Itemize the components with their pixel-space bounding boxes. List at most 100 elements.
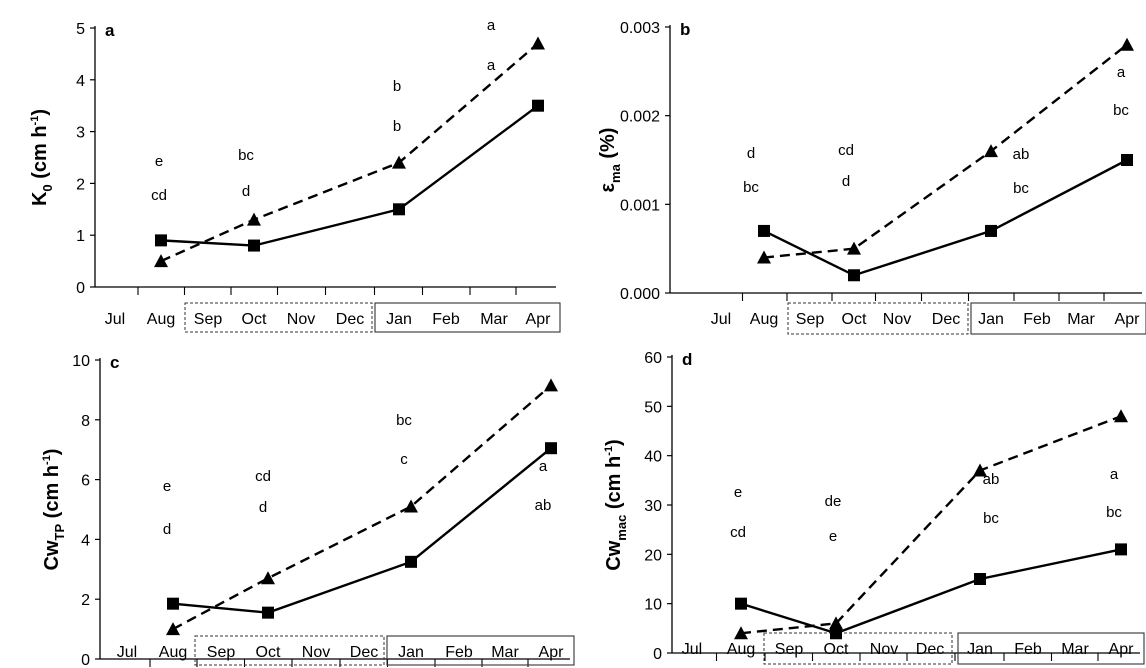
y-label-unit: (cm h xyxy=(603,456,625,515)
season-box-solid xyxy=(970,302,1146,335)
x-tick-label: Jan xyxy=(967,641,993,658)
data-point-square xyxy=(848,269,860,282)
data-point-square xyxy=(532,99,544,112)
x-tick-label: Aug xyxy=(159,644,187,661)
sig-letter: e xyxy=(829,528,837,545)
x-tick-label: Nov xyxy=(302,644,330,661)
y-tick-label: 0.000 xyxy=(620,286,660,303)
y-label-main: Cw xyxy=(41,540,63,570)
x-tick-label: Feb xyxy=(432,311,460,328)
data-point-triangle xyxy=(973,463,987,477)
y-tick-label: 2 xyxy=(81,592,90,609)
series-line-solid xyxy=(172,447,552,614)
data-point-square xyxy=(393,203,405,216)
sig-letter: a xyxy=(539,458,548,475)
panel-letter: b xyxy=(680,20,690,39)
season-box-solid xyxy=(374,302,561,333)
x-tick-label: Mar xyxy=(491,644,519,661)
y-label-sub: mac xyxy=(614,515,629,541)
sig-letter: b xyxy=(393,118,401,135)
y-label-main: ε xyxy=(597,182,619,192)
sig-letter: d xyxy=(163,521,171,538)
data-point-triangle xyxy=(1114,409,1128,423)
sig-letter: bc xyxy=(396,412,412,429)
y-tick-label: 5 xyxy=(76,21,85,38)
sig-letter: bc xyxy=(1013,180,1029,197)
x-tick-label: Jan xyxy=(978,311,1004,328)
sig-letter: d xyxy=(747,145,755,162)
y-axis-label: εma (%) xyxy=(597,128,623,193)
x-tick-label: Feb xyxy=(1014,641,1042,658)
x-tick-label: Feb xyxy=(1023,311,1051,328)
sig-letter: c xyxy=(400,451,408,468)
x-tick-label: Feb xyxy=(445,644,473,661)
y-tick-label: 6 xyxy=(81,473,90,490)
data-point-square xyxy=(974,573,986,585)
x-tick-label: Jan xyxy=(386,311,412,328)
data-point-square xyxy=(155,234,167,247)
x-tick-label: Aug xyxy=(750,311,778,328)
y-tick-label: 0.003 xyxy=(620,20,660,37)
y-label-main: Cw xyxy=(603,540,625,570)
season-box-dashed xyxy=(194,635,385,666)
y-label-unit-end: ) xyxy=(41,449,63,456)
y-label-sup: -1 xyxy=(41,455,53,465)
sig-letter: a xyxy=(1117,64,1126,81)
x-tick-label: Oct xyxy=(842,311,867,328)
y-axis-label: Cwmac (cm h-1) xyxy=(603,439,629,570)
y-label-sub: TP xyxy=(52,524,67,541)
series-line-dashed xyxy=(172,384,552,631)
y-tick-label: 60 xyxy=(644,350,662,367)
series-line-dashed xyxy=(763,43,1128,259)
x-tick-label: Apr xyxy=(539,644,565,661)
y-tick-label: 0.001 xyxy=(620,197,660,214)
y-axis-label: K0 (cm h-1) xyxy=(29,109,55,206)
y-label-unit-end: ) xyxy=(603,439,625,446)
data-point-square xyxy=(735,597,747,610)
data-point-triangle xyxy=(166,622,180,636)
y-tick-label: 50 xyxy=(644,399,662,416)
x-tick-label: Jul xyxy=(105,311,125,328)
x-tick-label: Oct xyxy=(256,644,281,661)
x-tick-label: Nov xyxy=(287,311,315,328)
x-tick-label: Sep xyxy=(775,641,804,658)
y-tick-label: 0 xyxy=(81,652,90,668)
y-label-unit-end: ) xyxy=(29,109,51,116)
sig-letter: ab xyxy=(1013,146,1030,163)
sig-letter: a xyxy=(487,17,496,34)
x-tick-label: Nov xyxy=(870,641,898,658)
sig-letter: de xyxy=(825,493,842,510)
data-point-square xyxy=(1115,543,1127,556)
y-tick-label: 4 xyxy=(76,73,85,90)
x-tick-label: Jul xyxy=(117,644,137,661)
y-tick-label: 1 xyxy=(76,228,85,245)
y-tick-label: 0 xyxy=(653,646,662,663)
season-box-solid xyxy=(957,632,1145,665)
y-tick-label: 4 xyxy=(81,532,90,549)
data-point-square xyxy=(248,239,260,252)
sig-letter: bc xyxy=(983,510,999,527)
data-point-square xyxy=(758,224,770,237)
sig-letter: e xyxy=(155,153,163,170)
y-tick-label: 20 xyxy=(644,547,662,564)
sig-letter: e xyxy=(734,484,742,501)
sig-letter: cd xyxy=(730,524,746,541)
sig-letter: a xyxy=(1110,466,1119,483)
x-tick-label: Oct xyxy=(242,311,267,328)
x-tick-label: Oct xyxy=(824,641,849,658)
x-tick-label: Dec xyxy=(336,311,364,328)
sig-letter: cd xyxy=(255,468,271,485)
y-label-sub: 0 xyxy=(40,184,55,191)
season-box-dashed xyxy=(184,302,373,333)
data-point-triangle xyxy=(734,626,748,640)
sig-letter: d xyxy=(259,499,267,516)
panel-a: 0 1 2 3 4 5 Jul Aug Sep Oct Nov Dec Jan Feb Mar Apr e cd b… xyxy=(29,17,561,333)
x-tick-label: Jul xyxy=(711,311,731,328)
sig-letter: d xyxy=(842,173,850,190)
sig-letter: cd xyxy=(151,187,167,204)
sig-letter: bc xyxy=(238,147,254,164)
x-tick-label: Sep xyxy=(207,644,236,661)
panel-letter: c xyxy=(110,353,119,372)
